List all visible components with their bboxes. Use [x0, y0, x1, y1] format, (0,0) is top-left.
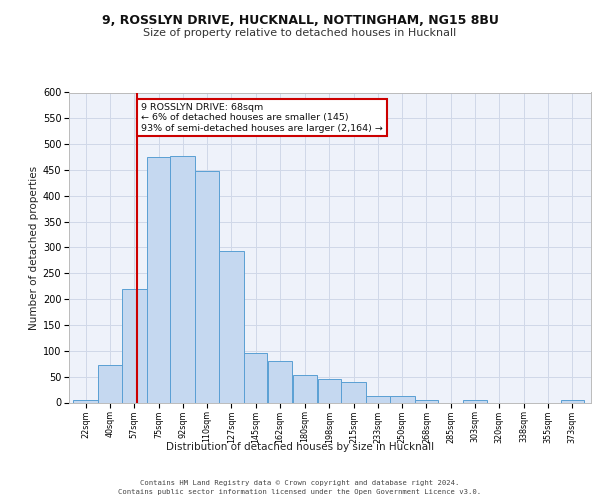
Bar	[560, 400, 584, 402]
Bar	[73, 400, 98, 402]
Bar	[219, 250, 244, 402]
Bar	[170, 156, 195, 402]
Bar	[463, 400, 487, 402]
Bar	[415, 400, 438, 402]
Text: 9, ROSSLYN DRIVE, HUCKNALL, NOTTINGHAM, NG15 8BU: 9, ROSSLYN DRIVE, HUCKNALL, NOTTINGHAM, …	[101, 14, 499, 27]
Bar	[98, 366, 122, 403]
Text: Contains public sector information licensed under the Open Government Licence v3: Contains public sector information licen…	[118, 489, 482, 495]
Text: Size of property relative to detached houses in Hucknall: Size of property relative to detached ho…	[143, 28, 457, 38]
Text: Distribution of detached houses by size in Hucknall: Distribution of detached houses by size …	[166, 442, 434, 452]
Bar	[196, 170, 219, 402]
Bar	[390, 396, 415, 402]
Bar	[268, 361, 292, 403]
Y-axis label: Number of detached properties: Number of detached properties	[29, 166, 38, 330]
Bar	[147, 157, 170, 402]
Bar	[341, 382, 366, 402]
Text: Contains HM Land Registry data © Crown copyright and database right 2024.: Contains HM Land Registry data © Crown c…	[140, 480, 460, 486]
Bar	[244, 353, 268, 403]
Bar	[366, 396, 389, 402]
Bar	[317, 378, 341, 402]
Bar	[122, 290, 146, 403]
Bar	[293, 375, 317, 402]
Text: 9 ROSSLYN DRIVE: 68sqm
← 6% of detached houses are smaller (145)
93% of semi-det: 9 ROSSLYN DRIVE: 68sqm ← 6% of detached …	[141, 103, 383, 132]
